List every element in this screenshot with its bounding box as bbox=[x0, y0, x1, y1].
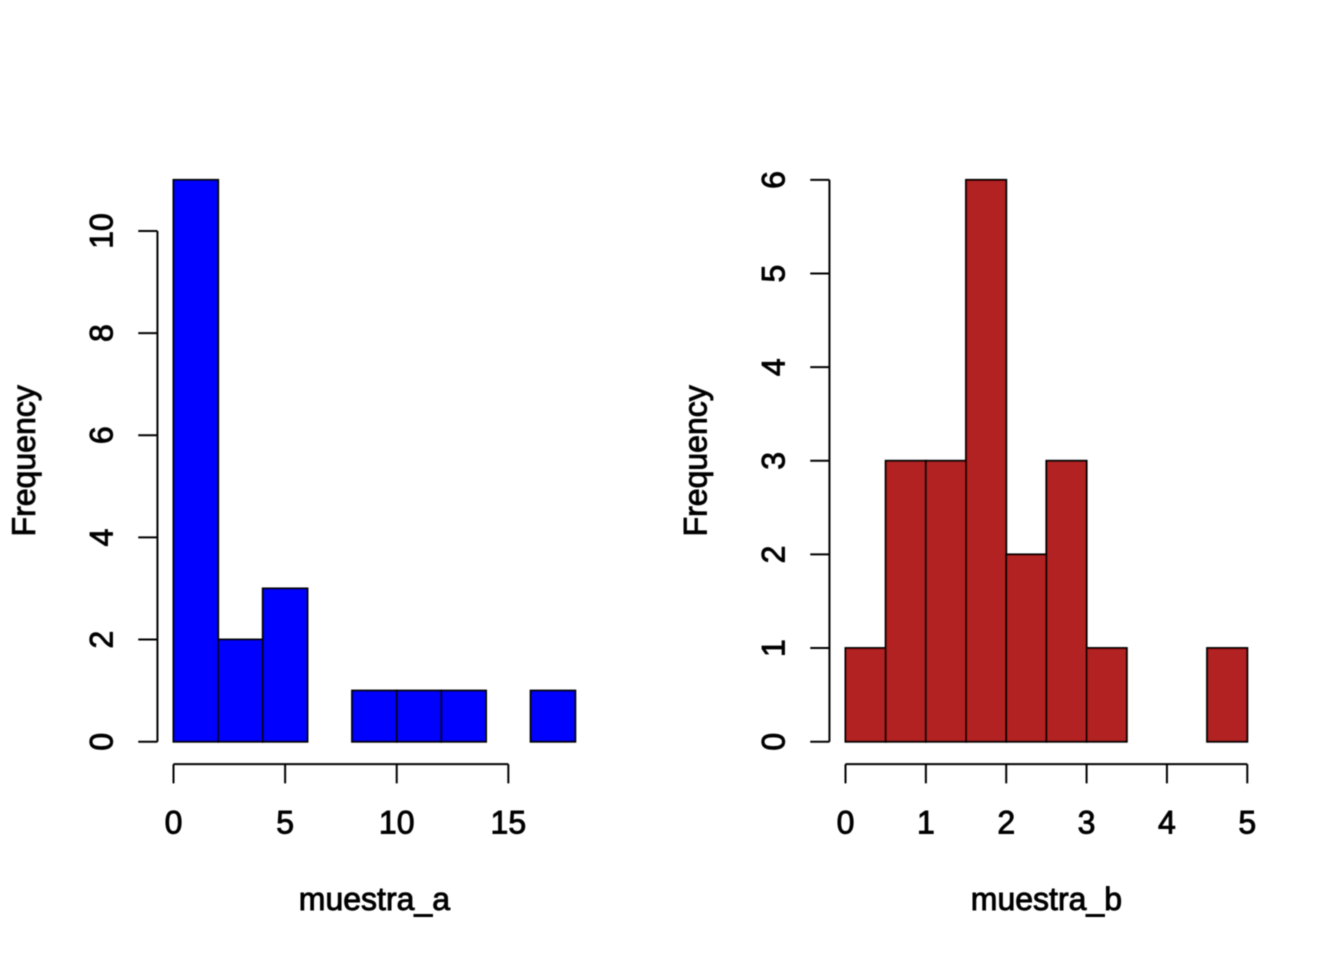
svg-text:0: 0 bbox=[837, 805, 855, 841]
svg-text:Frequency: Frequency bbox=[6, 385, 42, 536]
svg-text:0: 0 bbox=[165, 805, 183, 841]
svg-text:2: 2 bbox=[997, 805, 1015, 841]
svg-text:Frequency: Frequency bbox=[678, 385, 714, 536]
svg-text:5: 5 bbox=[276, 805, 294, 841]
svg-text:10: 10 bbox=[379, 805, 415, 841]
svg-text:2: 2 bbox=[756, 546, 792, 564]
svg-text:4: 4 bbox=[84, 529, 120, 547]
svg-text:5: 5 bbox=[756, 265, 792, 283]
svg-text:1: 1 bbox=[756, 639, 792, 657]
svg-text:6: 6 bbox=[756, 171, 792, 189]
svg-text:2: 2 bbox=[84, 631, 120, 649]
svg-text:4: 4 bbox=[756, 358, 792, 376]
svg-text:1: 1 bbox=[917, 805, 935, 841]
svg-text:3: 3 bbox=[756, 452, 792, 470]
svg-text:5: 5 bbox=[1238, 805, 1256, 841]
svg-text:muestra_b: muestra_b bbox=[971, 881, 1122, 917]
svg-text:10: 10 bbox=[84, 213, 120, 249]
svg-text:15: 15 bbox=[491, 805, 527, 841]
svg-text:6: 6 bbox=[84, 426, 120, 444]
svg-text:0: 0 bbox=[84, 733, 120, 751]
svg-text:0: 0 bbox=[756, 733, 792, 751]
svg-text:4: 4 bbox=[1158, 805, 1176, 841]
svg-text:3: 3 bbox=[1078, 805, 1096, 841]
svg-text:muestra_a: muestra_a bbox=[299, 881, 450, 917]
svg-text:8: 8 bbox=[84, 324, 120, 342]
